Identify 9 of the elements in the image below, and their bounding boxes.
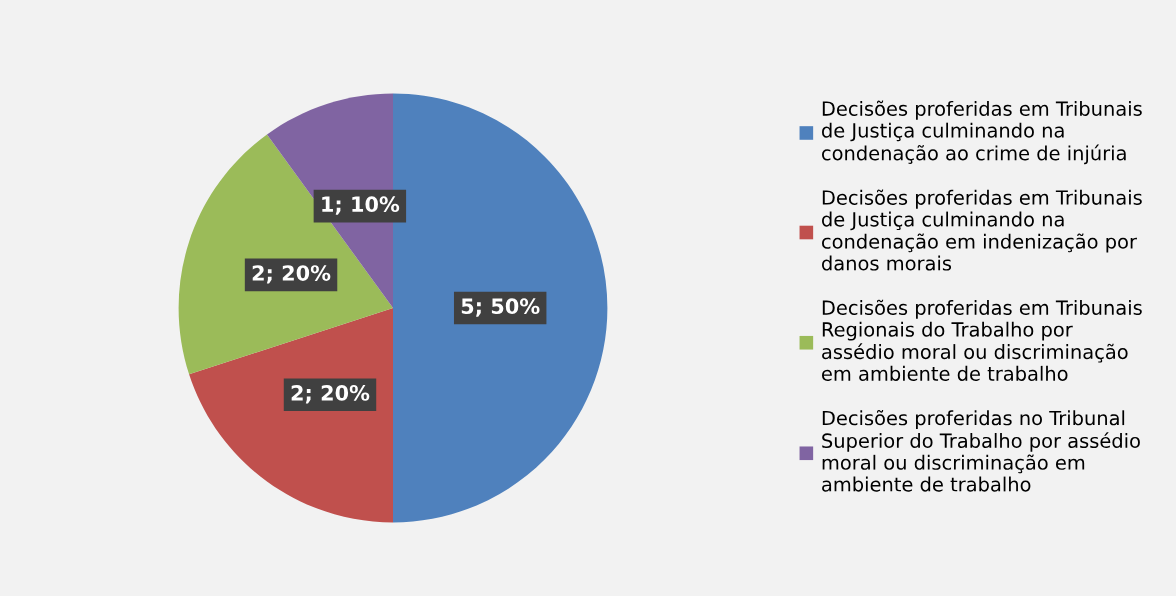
legend-label: Decisões proferidas no Tribunal Superior do Trabalho por assédio moral ou discriminação em ambiente de trabalho [822, 409, 1140, 492]
data-label: 1; 10% [322, 196, 400, 215]
data-label: 2; 20% [291, 385, 370, 404]
legend-label: Decisões proferidas em Tribunais Regionais do Trabalho por assédio moral ou discriminação em ambiente de trabalho [822, 299, 1142, 381]
legend-label: Decisões proferidas em Tribunais de Justiça culminando na condenação ao crime de injúria [822, 100, 1142, 165]
data-label: 5; 50% [461, 298, 540, 317]
legend-label: Decisões proferidas em Tribunais de Justiça culminando na condenação em indenização por danos morais [822, 189, 1142, 271]
pie-slice [189, 308, 393, 523]
data-label: 2; 20% [252, 265, 331, 284]
